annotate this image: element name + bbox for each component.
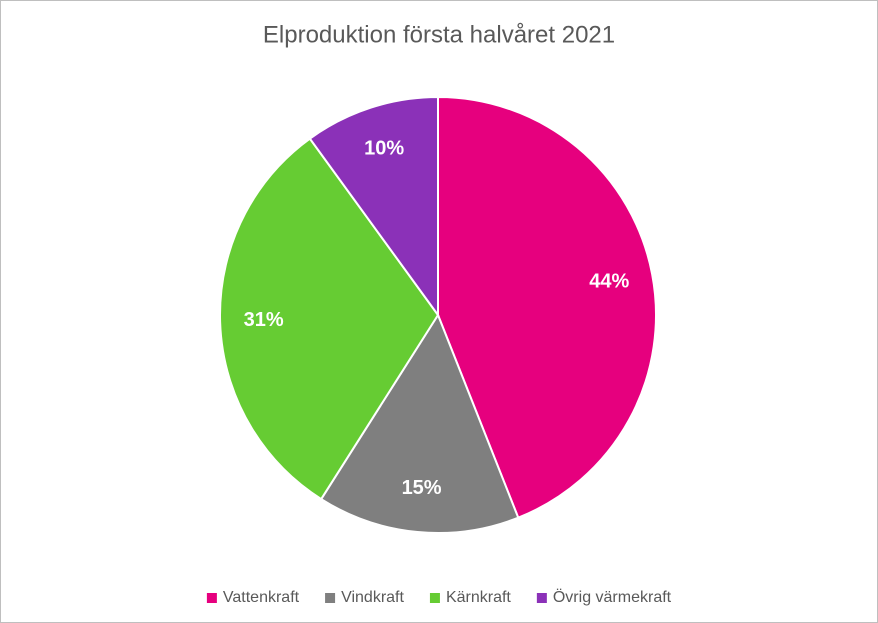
data-label: 10% [364,137,404,159]
legend-label: Kärnkraft [446,589,511,606]
data-label: 31% [244,309,284,331]
data-label: 44% [589,271,629,293]
legend-marker [325,593,336,603]
data-label: 15% [402,477,442,499]
pie-slice [437,95,657,519]
pie-slice [308,95,439,319]
legend-marker [206,593,217,603]
legend-label: Vindkraft [341,589,404,606]
legend-marker [536,593,547,603]
pie-slice [219,137,440,501]
legend-marker [429,593,440,603]
pie-slice [319,312,520,534]
legend-label: Övrig värmekraft [553,588,672,606]
chart-title: Elproduktion första halvåret 2021 [263,21,615,48]
legend-label: Vattenkraft [223,589,300,606]
